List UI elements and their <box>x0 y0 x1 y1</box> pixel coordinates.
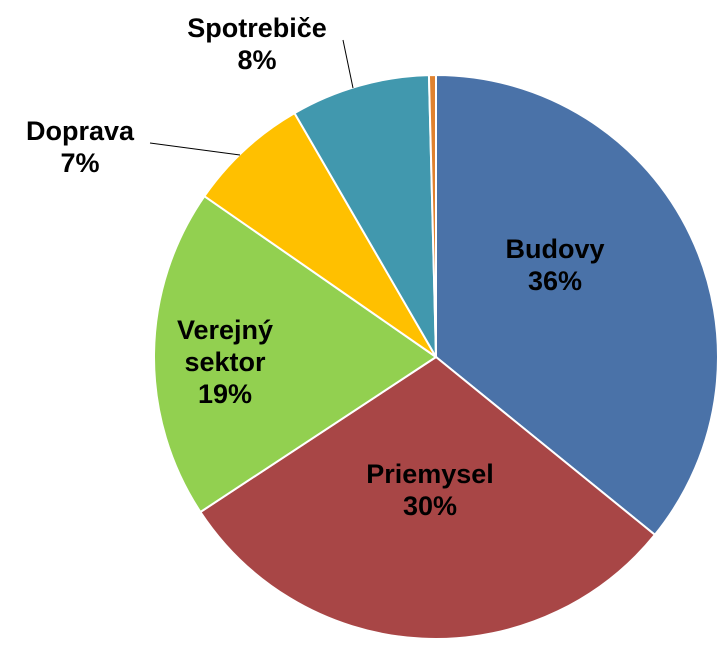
slice-label: Verejný sektor 19% <box>140 314 310 410</box>
pie-slice <box>153 194 438 514</box>
slice-label: Doprava 7% <box>0 115 165 179</box>
pie-slice <box>427 73 437 358</box>
value-label: 36% <box>527 266 583 296</box>
category-label: Doprava <box>25 116 135 146</box>
category-label: Spotrebiče <box>187 13 327 43</box>
slice-label: Priemysel 30% <box>345 458 515 522</box>
leader-line <box>342 39 354 89</box>
category-label: Budovy <box>505 234 605 264</box>
category-label: Verejný sektor <box>176 315 274 377</box>
slice-label: Budovy 36% <box>470 233 640 297</box>
slice-label: Spotrebiče 8% <box>172 12 342 76</box>
pie-slice <box>202 111 437 358</box>
value-label: 30% <box>402 491 458 521</box>
pie-slice <box>293 74 437 358</box>
value-label: 7% <box>60 148 100 178</box>
value-label: 8% <box>237 45 277 75</box>
slices <box>153 73 718 640</box>
pie-slice <box>199 355 657 640</box>
pie-slice <box>435 73 718 537</box>
category-label: Priemysel <box>366 459 494 489</box>
value-label: 19% <box>197 379 253 409</box>
leader-line <box>149 142 241 156</box>
